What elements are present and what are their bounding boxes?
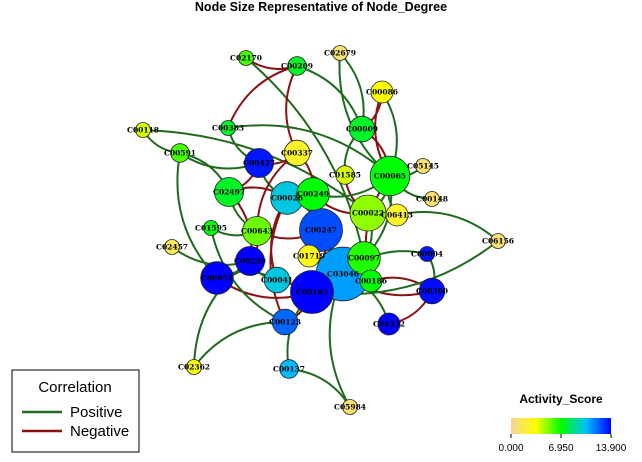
node-C06413[interactable] [385,203,409,227]
node-label-C02679: C02679 [324,49,356,58]
node-C01719[interactable] [297,244,321,268]
node-C05145[interactable] [415,158,431,174]
nodes-layer: C02170 C00209 C02679 C00086 C00118 C00383 C000… [127,45,514,415]
edge-C06413-C06156 [396,211,499,242]
node-C00009[interactable] [348,115,376,143]
node-C00183[interactable] [290,270,334,314]
node-C00186[interactable] [359,269,383,293]
node-label-C00123: C00123 [269,318,301,327]
colorbar-gradient [511,418,611,434]
node-label-C05145: C05145 [407,162,439,171]
colorbar-tick-label-mid: 6.950 [548,443,573,454]
edge-C00209-C00009 [296,65,363,130]
node-C00239[interactable] [235,246,265,276]
node-label-C00186: C00186 [355,277,387,286]
node-label-C03046: C03046 [327,270,359,279]
node-label-C00337: C00337 [281,149,313,158]
edge-C00591-C00051 [176,152,218,279]
node-label-C00427: C00427 [243,159,275,168]
chart-title: Node Size Representative of Node_Degree [195,0,447,14]
node-label-C00209: C00209 [281,62,313,71]
node-C00643[interactable] [242,216,272,246]
node-C00148[interactable] [424,191,440,207]
legend-negative-label: Negative [70,423,129,440]
node-C02170[interactable] [238,50,254,66]
node-label-C00118: C00118 [127,126,159,135]
node-C00383[interactable] [220,120,236,136]
node-C02679[interactable] [332,45,348,61]
node-label-C00086: C00086 [366,88,398,97]
node-label-C00065: C00065 [374,172,406,181]
node-label-C02497: C02497 [213,188,245,197]
legend-title: Correlation [38,379,111,396]
node-label-C00041: C00041 [261,276,293,285]
node-C06156[interactable] [490,233,506,249]
node-C00137[interactable] [279,359,299,379]
node-label-C04332: C04332 [373,320,405,329]
node-C00591[interactable] [170,143,190,163]
node-C00209[interactable] [287,56,307,76]
node-label-C00247: C00247 [305,226,337,235]
node-label-C01595: C01595 [195,224,227,233]
node-label-C06156: C06156 [482,237,514,246]
node-C05984[interactable] [342,399,358,415]
node-label-C00004: C00004 [411,250,443,259]
node-label-C02362: C02362 [178,363,210,372]
node-C00427[interactable] [244,148,274,178]
node-C00123[interactable] [271,308,299,336]
node-C00118[interactable] [135,122,151,138]
node-label-C06413: C06413 [381,211,413,220]
node-C00300[interactable] [418,277,446,305]
legend-positive-label: Positive [70,404,123,421]
node-label-C00643: C00643 [241,227,273,236]
node-label-C00148: C00148 [416,195,448,204]
node-C00249[interactable] [296,177,330,211]
edge-C01595-C00123 [210,227,286,323]
node-label-C00051: C00051 [201,274,233,283]
edge-C00209-C00383 [227,65,298,129]
node-label-C02457: C02457 [156,243,188,252]
colorbar-title: Activity_Score [519,392,603,406]
node-C00051[interactable] [200,261,234,295]
edge-C00123-C02362 [193,320,286,368]
node-label-C00022: C00022 [352,209,384,218]
edge-C00383-C00065 [227,124,391,177]
node-label-C00009: C00009 [346,125,378,134]
colorbar-tick-label-min: 0.000 [498,443,523,454]
node-label-C00137: C00137 [273,365,305,374]
node-label-C01719: C01719 [293,252,325,261]
activity-colorbar: Activity_Score 0.000 6.950 13.900 [498,392,626,454]
colorbar-tick-label-max: 13.900 [596,443,627,454]
node-label-C02170: C02170 [230,54,262,63]
correlation-legend: Correlation Positive Negative [11,369,140,453]
node-label-C05984: C05984 [334,403,366,412]
node-C00065[interactable] [369,155,411,197]
node-label-C00239: C00239 [234,257,266,266]
node-C00086[interactable] [370,80,394,104]
node-C02457[interactable] [164,239,180,255]
node-C00337[interactable] [283,139,311,167]
node-C02497[interactable] [214,177,244,207]
node-C00004[interactable] [419,246,435,262]
node-label-C00249: C00249 [297,190,329,199]
node-C00041[interactable] [263,266,291,294]
node-label-C00026: C00026 [271,194,303,203]
node-C01595[interactable] [203,220,219,236]
node-label-C00591: C00591 [164,149,196,158]
node-label-C00383: C00383 [212,124,244,133]
node-C01585[interactable] [335,165,355,185]
node-C04332[interactable] [377,312,401,336]
node-label-C00097: C00097 [348,254,380,263]
node-label-C00183: C00183 [296,288,328,297]
node-C02362[interactable] [186,359,202,375]
node-label-C01585: C01585 [329,171,361,180]
node-label-C00300: C00300 [416,287,448,296]
